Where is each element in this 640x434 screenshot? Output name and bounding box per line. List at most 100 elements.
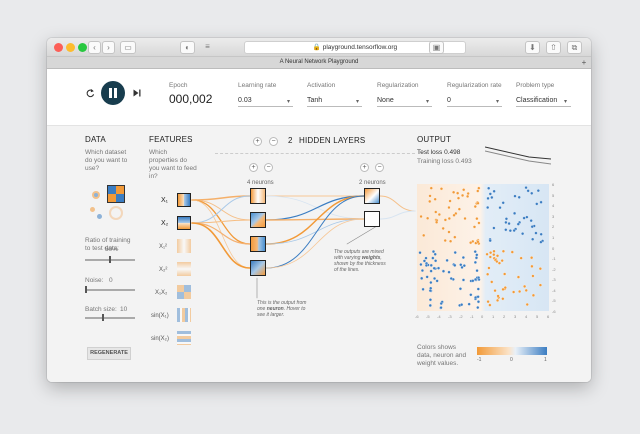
regenerate-button[interactable]: REGENERATE xyxy=(87,347,131,360)
reset-icon[interactable] xyxy=(86,88,95,98)
close-window-button[interactable] xyxy=(54,43,63,52)
learning-rate-label: Learning rate xyxy=(238,82,277,89)
learning-rate-select[interactable]: 0.03 xyxy=(238,97,252,104)
data-point xyxy=(449,276,453,281)
add-layer-button[interactable]: + xyxy=(253,137,262,146)
layer1-neuron-4[interactable] xyxy=(250,260,266,276)
x-tick-label: 1 xyxy=(492,314,495,319)
data-point xyxy=(429,263,433,267)
weights-note: The outputs are mixed with varying weigh… xyxy=(334,249,386,273)
feature-x2-squared-node[interactable] xyxy=(177,262,191,276)
layer2-neuron-1[interactable] xyxy=(364,188,380,204)
step-icon[interactable] xyxy=(133,89,141,97)
feature-x1-node[interactable] xyxy=(177,193,191,207)
remove-layer-button[interactable]: − xyxy=(269,137,278,146)
add-neuron-layer1-button[interactable]: + xyxy=(249,163,258,172)
layer1-neuron-2[interactable] xyxy=(250,212,266,228)
data-point xyxy=(466,194,470,198)
dataset-gaussian-thumb[interactable] xyxy=(89,206,103,220)
features-title: FEATURES xyxy=(149,135,193,144)
back-icon[interactable]: ‹ xyxy=(88,41,101,54)
feature-x1-squared-node[interactable] xyxy=(177,239,191,253)
select-underline xyxy=(377,106,432,107)
data-point xyxy=(476,240,480,244)
legend-mid: 0 xyxy=(510,357,513,363)
layer1-neuron-3[interactable] xyxy=(250,236,266,252)
feature-x1x2-node[interactable] xyxy=(177,285,191,299)
data-point xyxy=(476,295,480,299)
minimize-window-button[interactable] xyxy=(66,43,75,52)
share-screen-icon[interactable]: ▣ xyxy=(429,41,444,54)
forward-icon[interactable]: › xyxy=(102,41,115,54)
x-tick-label: 2 xyxy=(503,314,506,319)
test-loss: Test loss 0.498 xyxy=(417,149,461,156)
url-text: playground.tensorflow.org xyxy=(322,44,398,51)
noise-slider[interactable] xyxy=(85,289,135,291)
regularization-rate-select[interactable]: 0 xyxy=(447,97,451,104)
data-point xyxy=(503,286,507,290)
tabs-overview-icon[interactable]: ⧉ xyxy=(567,41,582,54)
data-point xyxy=(496,294,500,298)
output-scatter xyxy=(418,186,545,310)
download-icon[interactable]: ⬇ xyxy=(525,41,540,54)
dataset-xor-thumb[interactable] xyxy=(107,185,125,203)
data-point xyxy=(539,240,543,244)
data-point xyxy=(475,269,479,273)
x-tick-label: -4 xyxy=(437,314,441,319)
feature-label-x2: X₂ xyxy=(161,220,169,227)
feature-sin-x1-node[interactable] xyxy=(177,308,191,322)
x-tick-label: 6 xyxy=(547,314,550,319)
new-tab-button[interactable]: + xyxy=(581,58,587,67)
batch-size-value: 10 xyxy=(120,306,128,313)
data-point xyxy=(432,276,437,281)
add-neuron-layer2-button[interactable]: + xyxy=(360,163,369,172)
layer1-neuron-1[interactable] xyxy=(250,188,266,204)
remove-neuron-layer1-button[interactable]: − xyxy=(264,163,273,172)
regularization-select[interactable]: None xyxy=(377,97,394,104)
problem-type-select[interactable]: Classification xyxy=(516,97,558,104)
data-point xyxy=(461,193,465,197)
feature-x2-node[interactable] xyxy=(177,216,191,230)
data-point xyxy=(513,211,517,215)
data-point xyxy=(447,205,451,210)
data-point xyxy=(447,216,451,221)
address-bar[interactable]: 🔒 playground.tensorflow.org xyxy=(244,41,466,54)
feature-sin-x2-node[interactable] xyxy=(177,331,191,345)
data-point xyxy=(462,188,466,192)
noise-slider-handle[interactable] xyxy=(85,286,87,293)
activation-select[interactable]: Tanh xyxy=(307,97,323,104)
x-tick-label: -6 xyxy=(415,314,419,319)
ratio-slider-handle[interactable] xyxy=(109,256,111,263)
dataset-circle-thumb[interactable] xyxy=(89,188,103,202)
remove-neuron-layer2-button[interactable]: − xyxy=(375,163,384,172)
data-point xyxy=(501,287,505,291)
data-point xyxy=(525,302,529,307)
data-point xyxy=(526,189,530,193)
layer2-neuron-2[interactable] xyxy=(364,211,380,227)
data-point xyxy=(458,287,462,291)
header-divider xyxy=(215,153,415,154)
data-point xyxy=(487,186,491,190)
reader-icon[interactable]: ≡ xyxy=(205,42,210,51)
sidebar-icon[interactable]: ▭ xyxy=(120,41,136,54)
data-point xyxy=(529,219,533,223)
tab-title[interactable]: A Neural Network Playground xyxy=(279,59,359,65)
network-connections xyxy=(191,195,416,299)
privacy-icon[interactable]: ◐ xyxy=(180,41,195,54)
data-point xyxy=(531,293,535,297)
data-point xyxy=(512,290,516,294)
batch-size-slider[interactable] xyxy=(85,317,135,319)
data-point xyxy=(523,284,527,288)
data-point xyxy=(474,296,478,300)
lock-icon: 🔒 xyxy=(312,44,321,51)
maximize-window-button[interactable] xyxy=(78,43,87,52)
y-tick-label: 3 xyxy=(552,213,555,219)
data-point xyxy=(474,256,479,260)
pause-button[interactable] xyxy=(101,81,125,105)
share-icon[interactable]: ⇧ xyxy=(546,41,561,54)
legend-min: -1 xyxy=(477,357,482,363)
data-point xyxy=(501,249,505,253)
batch-size-slider-handle[interactable] xyxy=(101,314,104,321)
dataset-spiral-thumb[interactable] xyxy=(109,206,123,220)
data-point xyxy=(433,197,437,201)
